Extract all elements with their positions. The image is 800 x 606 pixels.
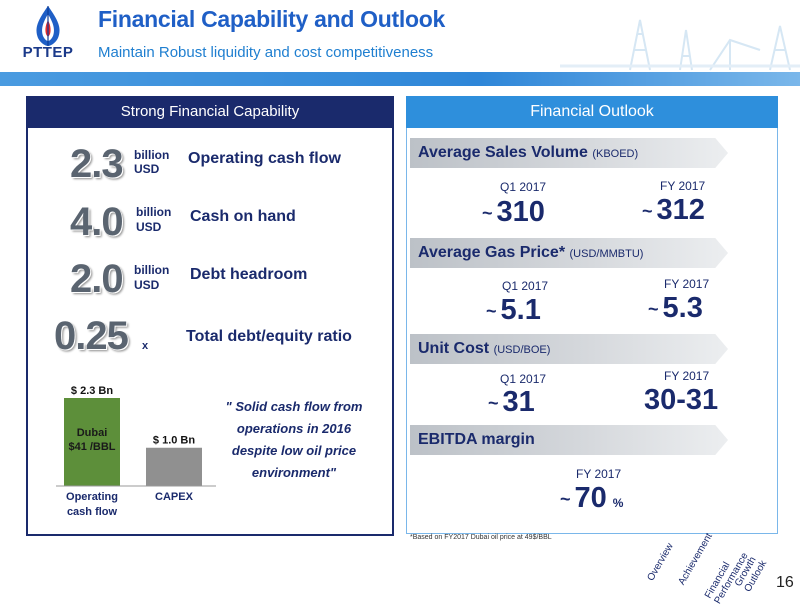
page-number: 16 bbox=[776, 574, 794, 591]
outlook-value: ~310 bbox=[482, 196, 545, 229]
outlook-value: 30-31 bbox=[644, 384, 718, 417]
bar-inner-label: Dubai bbox=[77, 427, 108, 439]
bar-capex bbox=[146, 447, 202, 486]
metric-unit-line1: billion bbox=[134, 148, 170, 162]
section-label: Average Sales Volume bbox=[418, 144, 588, 161]
metric-value-debt-equity-ratio: 0.25 bbox=[54, 314, 129, 358]
period-label: FY 2017 bbox=[664, 369, 710, 383]
cash-flow-bar-chart: $ 2.3 Bn Operating cash flow $ 1.0 Bn CAPEX D… bbox=[56, 385, 216, 518]
period-label: Q1 2017 bbox=[502, 279, 549, 293]
logo-text: PTTEP bbox=[22, 44, 74, 61]
metric-unit-times: x bbox=[142, 340, 149, 352]
financial-outlook-title: Financial Outlook bbox=[406, 96, 778, 128]
period-label: FY 2017 bbox=[660, 179, 706, 193]
percent-suffix: % bbox=[612, 496, 624, 510]
metric-value-operating-cash-flow: 2.3 bbox=[70, 142, 124, 186]
section-unit: (KBOED) bbox=[592, 148, 639, 160]
metric-label-operating-cash-flow: Operating cash flow bbox=[188, 150, 341, 167]
pttep-logo bbox=[36, 6, 60, 46]
metric-unit-line2: USD bbox=[134, 162, 160, 176]
value-text: 5.1 bbox=[500, 294, 541, 326]
section-label: Unit Cost bbox=[418, 340, 490, 357]
section-band-gas-price: Average Gas Price* (USD/MMBTU) bbox=[410, 238, 728, 268]
outlook-value: ~312 bbox=[642, 194, 705, 227]
metric-unit-line2: USD bbox=[134, 278, 160, 292]
outlook-value: ~5.3 bbox=[648, 292, 703, 325]
metric-unit-line2: USD bbox=[136, 220, 162, 234]
period-label: Q1 2017 bbox=[500, 372, 547, 386]
section-unit: (USD/BOE) bbox=[493, 344, 551, 356]
outlook-value: ~5.1 bbox=[486, 294, 541, 327]
bar-value-label: $ 2.3 Bn bbox=[71, 385, 113, 397]
approx-symbol: ~ bbox=[488, 392, 499, 413]
bar-category-label: CAPEX bbox=[155, 491, 194, 503]
nav-achievement[interactable]: Achievement bbox=[676, 531, 715, 587]
page-subtitle: Maintain Robust liquidity and cost compe… bbox=[98, 44, 434, 61]
section-band-unit-cost: Unit Cost (USD/BOE) bbox=[410, 334, 728, 364]
bar-category-label: Operating bbox=[66, 491, 118, 503]
value-text: 310 bbox=[496, 196, 545, 228]
section-unit: (USD/MMBTU) bbox=[569, 248, 644, 260]
bar-category-label: cash flow bbox=[67, 506, 118, 518]
approx-symbol: ~ bbox=[482, 202, 493, 223]
bar-inner-label: $41 /BBL bbox=[68, 441, 115, 453]
value-text: 5.3 bbox=[662, 292, 703, 324]
value-text: 31 bbox=[502, 386, 535, 418]
section-label: EBITDA margin bbox=[418, 431, 535, 448]
outlook-value: ~31 bbox=[488, 386, 535, 419]
section-band-sales-volume: Average Sales Volume (KBOED) bbox=[410, 138, 728, 168]
footnote: *Based on FY2017 Dubai oil price at 49$/… bbox=[410, 534, 552, 541]
approx-symbol: ~ bbox=[648, 298, 659, 319]
bar-value-label: $ 1.0 Bn bbox=[153, 435, 195, 447]
metric-value-debt-headroom: 2.0 bbox=[70, 257, 124, 301]
header-divider-bar bbox=[0, 72, 800, 86]
period-label: FY 2017 bbox=[576, 467, 622, 481]
section-label: Average Gas Price* bbox=[418, 244, 566, 261]
outlook-value: ~70% bbox=[560, 482, 623, 515]
period-label: Q1 2017 bbox=[500, 180, 547, 194]
oil-rig-decoration bbox=[560, 19, 800, 71]
bar-operating-cash-flow bbox=[64, 398, 120, 486]
metric-label-debt-headroom: Debt headroom bbox=[190, 266, 308, 283]
cash-flow-quote: " Solid cash flow from operations in 201… bbox=[225, 399, 363, 480]
value-text: 70 bbox=[574, 482, 607, 514]
section-band-ebitda: EBITDA margin bbox=[410, 425, 728, 455]
approx-symbol: ~ bbox=[642, 200, 653, 221]
metric-unit-line1: billion bbox=[136, 205, 172, 219]
financial-capability-title: Strong Financial Capability bbox=[26, 96, 394, 128]
value-text: 312 bbox=[656, 194, 705, 226]
approx-symbol: ~ bbox=[486, 300, 497, 321]
value-text: 30-31 bbox=[644, 384, 719, 416]
metric-unit-line1: billion bbox=[134, 263, 170, 277]
nav-overview[interactable]: Overview bbox=[645, 541, 676, 583]
period-label: FY 2017 bbox=[664, 277, 710, 291]
metric-label-cash-on-hand: Cash on hand bbox=[190, 208, 296, 225]
metric-value-cash-on-hand: 4.0 bbox=[70, 200, 124, 244]
page-title: Financial Capability and Outlook bbox=[98, 6, 445, 32]
approx-symbol: ~ bbox=[560, 488, 571, 509]
metric-label-debt-equity-ratio: Total debt/equity ratio bbox=[186, 328, 352, 345]
